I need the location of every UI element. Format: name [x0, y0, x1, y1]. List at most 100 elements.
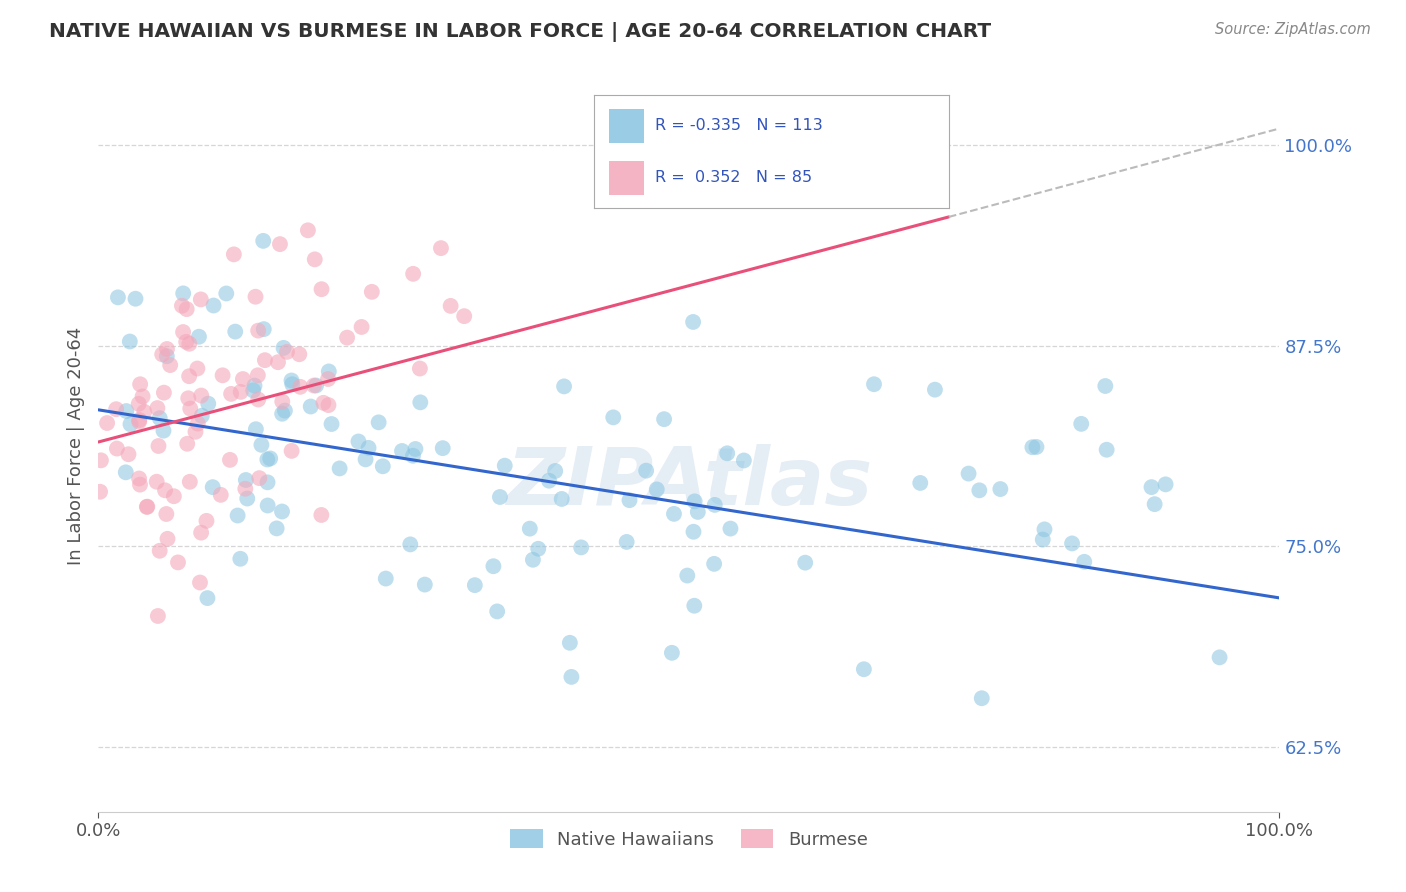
Point	[243, 378, 266, 392]
Point	[280, 374, 302, 388]
Point	[409, 361, 432, 376]
Point	[569, 541, 592, 555]
Point	[957, 467, 980, 481]
Point	[794, 556, 817, 570]
Point	[486, 604, 509, 618]
Point	[336, 331, 359, 345]
Point	[134, 405, 156, 419]
Point	[256, 475, 278, 490]
Point	[187, 417, 209, 431]
Point	[636, 464, 658, 478]
Point	[146, 401, 169, 415]
Point	[211, 368, 233, 383]
Point	[297, 223, 319, 237]
Point	[179, 336, 201, 351]
Point	[970, 691, 993, 706]
Point	[404, 442, 426, 456]
Point	[391, 444, 413, 458]
Point	[329, 461, 352, 475]
Point	[290, 380, 312, 394]
Point	[177, 391, 200, 405]
Point	[246, 368, 269, 383]
Point	[184, 425, 207, 439]
Point	[124, 292, 146, 306]
Point	[149, 411, 172, 425]
Point	[273, 341, 295, 355]
Point	[371, 459, 394, 474]
Point	[522, 553, 544, 567]
Point	[172, 286, 194, 301]
Text: NATIVE HAWAIIAN VS BURMESE IN LABOR FORCE | AGE 20-64 CORRELATION CHART: NATIVE HAWAIIAN VS BURMESE IN LABOR FORC…	[49, 22, 991, 42]
Point	[186, 361, 208, 376]
Point	[619, 493, 641, 508]
Point	[256, 499, 278, 513]
Point	[350, 320, 373, 334]
Point	[131, 389, 153, 403]
Point	[197, 591, 219, 606]
Point	[156, 342, 179, 356]
Point	[120, 417, 142, 432]
Point	[259, 451, 281, 466]
Point	[167, 555, 190, 569]
Point	[226, 508, 249, 523]
Point	[105, 402, 128, 417]
Point	[179, 475, 201, 489]
Point	[616, 535, 638, 549]
Point	[128, 397, 150, 411]
Point	[683, 599, 706, 613]
Point	[863, 377, 886, 392]
Point	[1060, 536, 1083, 550]
Point	[924, 383, 946, 397]
Point	[440, 299, 463, 313]
Point	[1095, 442, 1118, 457]
Point	[399, 537, 422, 551]
Point	[321, 417, 343, 431]
Point	[149, 543, 172, 558]
Point	[256, 452, 278, 467]
Point	[245, 422, 267, 436]
Point	[645, 483, 668, 497]
Point	[354, 452, 377, 467]
Point	[1033, 522, 1056, 536]
Point	[96, 416, 118, 430]
Point	[188, 330, 211, 344]
Point	[489, 490, 512, 504]
Text: ZIPAtlas: ZIPAtlas	[506, 443, 872, 522]
Point	[190, 388, 212, 402]
Point	[188, 575, 211, 590]
Point	[527, 541, 550, 556]
Point	[733, 453, 755, 467]
Point	[482, 559, 505, 574]
Point	[222, 247, 245, 261]
Text: Source: ZipAtlas.com: Source: ZipAtlas.com	[1215, 22, 1371, 37]
Point	[682, 524, 704, 539]
Point	[233, 482, 256, 496]
Point	[247, 324, 270, 338]
Point	[494, 458, 516, 473]
Point	[318, 398, 340, 412]
Legend: Native Hawaiians, Burmese: Native Hawaiians, Burmese	[501, 820, 877, 857]
Point	[235, 473, 257, 487]
Point	[190, 293, 212, 307]
Point	[191, 409, 214, 423]
Point	[250, 438, 273, 452]
Point	[360, 285, 382, 299]
Point	[1021, 440, 1043, 454]
Point	[115, 404, 138, 418]
Point	[219, 453, 242, 467]
Point	[114, 466, 136, 480]
Point	[1143, 497, 1166, 511]
Point	[150, 347, 173, 361]
Point	[174, 334, 197, 349]
Point	[686, 505, 709, 519]
Point	[602, 410, 624, 425]
Point	[544, 464, 567, 478]
Point	[652, 412, 675, 426]
Point	[135, 500, 157, 514]
Point	[1025, 440, 1047, 454]
Point	[347, 434, 370, 449]
Point	[176, 436, 198, 450]
Point	[229, 384, 252, 399]
Point	[209, 488, 232, 502]
Point	[156, 532, 179, 546]
